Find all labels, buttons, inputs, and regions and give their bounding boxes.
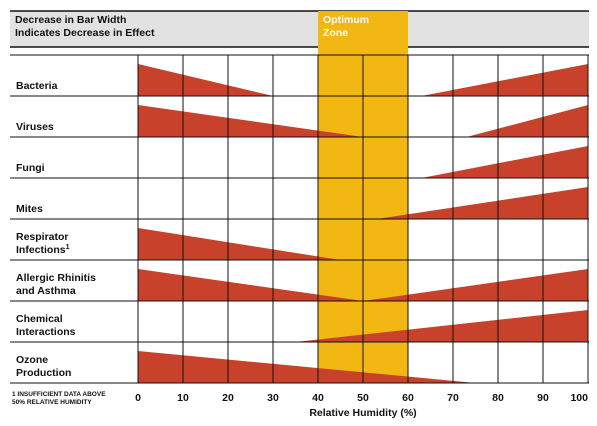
row-label: Infections1 — [16, 244, 70, 256]
row-label: Chemical — [16, 313, 63, 325]
x-tick-label: 90 — [537, 392, 549, 404]
row-label: and Asthma — [16, 285, 76, 297]
x-tick-label: 0 — [135, 392, 141, 404]
wedge-ozone-production — [138, 351, 588, 383]
header-background — [10, 11, 589, 47]
wedge-allergic-rhinitis-and-asthma — [138, 269, 588, 301]
optimum-zone-label: Optimum — [323, 14, 369, 26]
x-tick-label: 100 — [570, 392, 588, 404]
x-tick-label: 30 — [267, 392, 279, 404]
row-label: Bacteria — [16, 80, 58, 92]
row-label: Fungi — [16, 162, 45, 174]
wedge-mites — [138, 187, 588, 219]
x-tick-label: 10 — [177, 392, 189, 404]
x-tick-label: 20 — [222, 392, 234, 404]
footnote-text: 50% RELATIVE HUMIDITY — [12, 399, 92, 406]
footnote-mark: 1 — [66, 244, 70, 251]
row-label: Viruses — [16, 121, 54, 133]
wedge-fungi — [138, 146, 588, 178]
x-tick-label: 70 — [447, 392, 459, 404]
row-label: Production — [16, 367, 71, 379]
wedge-chemical-interactions — [138, 310, 588, 342]
row-label: Allergic Rhinitis — [16, 272, 96, 284]
chart-title-line: Indicates Decrease in Effect — [15, 27, 155, 39]
wedge-respirator-infections — [138, 228, 588, 260]
x-tick-label: 40 — [312, 392, 324, 404]
x-tick-label: 80 — [492, 392, 504, 404]
row-label: Ozone — [16, 354, 48, 366]
wedge-viruses — [138, 105, 588, 137]
row-label: Interactions — [16, 326, 76, 338]
footnote-text: 1 INSUFFICIENT DATA ABOVE — [12, 391, 106, 398]
row-label: Respirator — [16, 231, 69, 243]
row-label: Mites — [16, 203, 43, 215]
x-axis-title: Relative Humidity (%) — [309, 407, 416, 419]
chart-title-line: Decrease in Bar Width — [15, 14, 126, 26]
x-tick-label: 50 — [357, 392, 369, 404]
wedge-bacteria — [138, 64, 588, 96]
x-tick-label: 60 — [402, 392, 414, 404]
optimum-zone-label: Zone — [323, 27, 348, 39]
